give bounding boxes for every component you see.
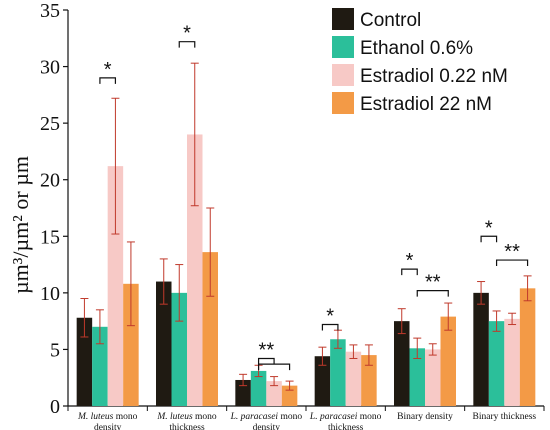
- y-axis-label: µm³/µm² or µm: [8, 156, 33, 294]
- bar: [202, 252, 218, 406]
- category-label-line2: thickness: [169, 423, 205, 430]
- bar: [107, 166, 124, 406]
- bar: [330, 339, 346, 406]
- bar: [361, 355, 377, 406]
- significance-bracket: [257, 357, 275, 365]
- legend-swatch: [332, 8, 354, 30]
- y-tick-label: 25: [40, 113, 60, 135]
- legend-label: Control: [360, 10, 421, 31]
- legend-label: Estradiol 0.22 nM: [360, 66, 508, 87]
- significance-markers: ***********: [99, 23, 529, 371]
- bar: [519, 288, 536, 406]
- y-tick-label: 20: [40, 170, 60, 192]
- y-tick-label: 5: [50, 339, 60, 361]
- legend-label: Estradiol 22 nM: [360, 94, 492, 115]
- y-tick-label: 0: [50, 396, 60, 418]
- axes: 0 5 10 15 20 25 30 35: [40, 0, 545, 418]
- bar: [250, 370, 267, 406]
- legend-swatch: [332, 92, 354, 114]
- bar: [187, 134, 203, 406]
- significance-bracket: [178, 41, 196, 48]
- bar: [409, 348, 425, 406]
- category-label-line2: density: [94, 423, 122, 430]
- bar: [92, 326, 108, 406]
- bar: [425, 349, 441, 406]
- legend-swatch: [332, 36, 354, 58]
- y-tick-label: 30: [40, 57, 60, 79]
- category-label: L. paracasei mono: [230, 412, 303, 422]
- significance-star: **: [504, 241, 520, 263]
- bar: [123, 283, 139, 406]
- category-label: M. luteus mono: [156, 412, 217, 422]
- category-label: Binary density: [397, 412, 453, 422]
- bar: [473, 292, 489, 406]
- bar: [504, 318, 520, 406]
- significance-star: *: [104, 59, 112, 81]
- significance-bracket: [480, 235, 498, 243]
- category-label: L. paracasei mono: [309, 412, 382, 422]
- significance-bracket: [99, 77, 117, 84]
- significance-bracket: [416, 289, 449, 297]
- bar: [76, 317, 93, 406]
- significance-bracket: [401, 268, 418, 276]
- significance-star: *: [406, 250, 414, 272]
- bar: [394, 321, 410, 406]
- bar: [314, 356, 331, 406]
- legend: Control Ethanol 0.6% Estradiol 0.22 nM Estr…: [332, 8, 508, 115]
- bar: [440, 316, 456, 406]
- y-tick-label: 35: [40, 0, 60, 22]
- y-tick-label: 10: [40, 283, 60, 305]
- significance-bracket: [257, 363, 291, 371]
- bar: [156, 281, 172, 406]
- significance-star: *: [326, 306, 334, 328]
- significance-star: *: [485, 217, 493, 239]
- legend-label: Ethanol 0.6%: [360, 38, 473, 59]
- bar: [266, 381, 282, 406]
- significance-star: *: [183, 23, 191, 45]
- bar: [281, 385, 298, 406]
- category-label: Binary thickness: [473, 412, 537, 422]
- significance-star: **: [425, 272, 441, 294]
- significance-star: **: [259, 339, 275, 361]
- bar: [488, 321, 505, 406]
- bar: [345, 351, 362, 406]
- category-label-line2: density: [253, 423, 281, 430]
- error-bars: [80, 62, 532, 391]
- significance-bracket: [495, 259, 529, 267]
- category-label: M. luteus mono: [77, 412, 138, 422]
- bars: [76, 134, 536, 406]
- significance-bracket: [321, 323, 339, 331]
- bar: [235, 379, 251, 406]
- category-label-line2: thickness: [328, 423, 364, 430]
- legend-swatch: [332, 64, 354, 86]
- y-tick-label: 15: [40, 226, 60, 248]
